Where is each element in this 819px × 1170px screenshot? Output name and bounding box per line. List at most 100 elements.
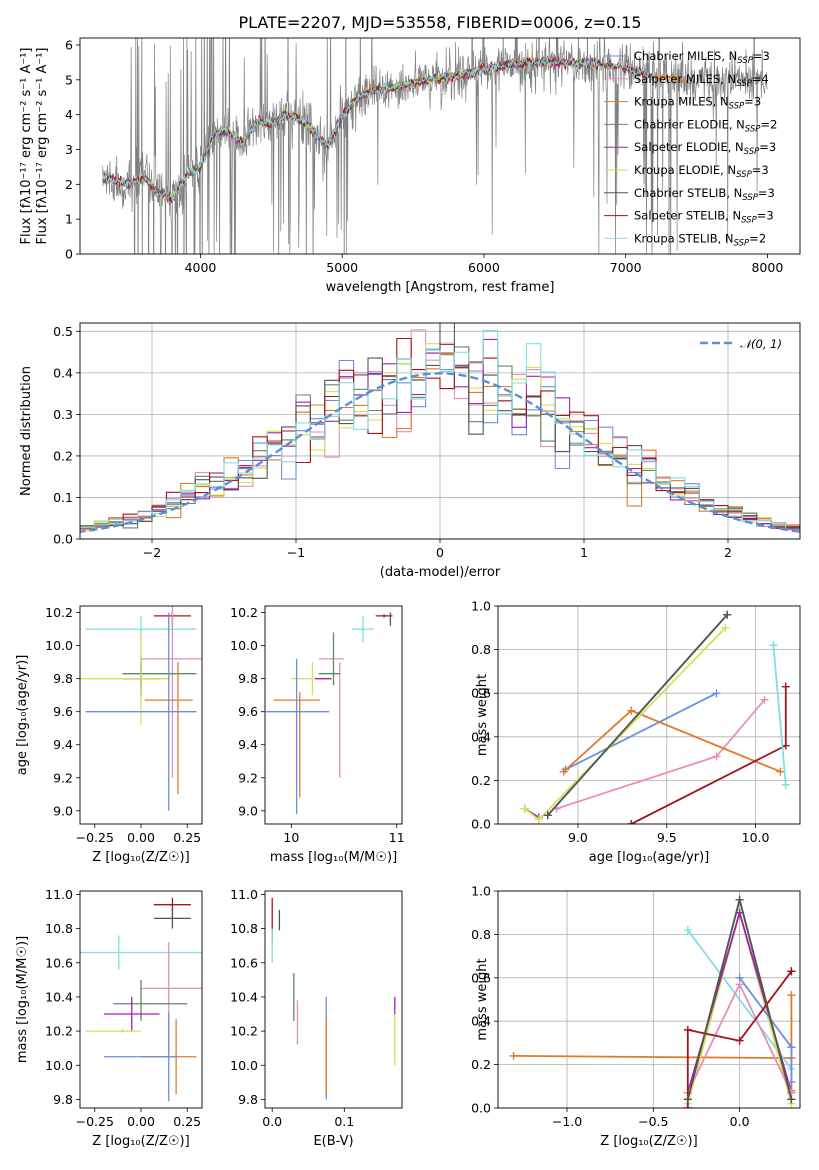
y-tick-label: 9.8 (238, 671, 258, 686)
y-tick-label: 0.3 (53, 407, 73, 422)
plot-frame (79, 605, 203, 825)
y-tick-label: 0.0 (471, 1101, 491, 1116)
legend-label-eq: = (753, 49, 763, 63)
y-tick-label: 10.8 (230, 921, 258, 936)
y-tick-label: 10.0 (45, 1058, 73, 1073)
legend-label-eq: = (752, 72, 762, 86)
legend-label: Kroupa ELODIE, NSSP=3 (634, 163, 769, 180)
legend-label-sub: SSP (745, 124, 761, 134)
x-tick-label: 6000 (468, 260, 500, 275)
legend-label-main: Salpeter STELIB, N (634, 209, 741, 223)
weight-marker (781, 780, 790, 789)
y-tick-label: 10.2 (230, 605, 258, 620)
plot-frame (79, 322, 801, 540)
x-tick-label: 9.5 (657, 830, 677, 845)
plot-frame (497, 890, 801, 1109)
weight-marker (543, 811, 552, 820)
weight-line (565, 692, 717, 771)
y-tick-label: 9.8 (238, 1092, 258, 1107)
model-spectrum-line (102, 56, 654, 202)
y-tick-label: 1.0 (471, 884, 491, 899)
y-tick-label: 10.0 (230, 1058, 258, 1073)
marks (80, 606, 202, 811)
legend-label: Chabrier ELODIE, NSSP=2 (634, 117, 777, 134)
y-tick-label: 0.2 (53, 448, 73, 463)
legend: 𝒩(0, 1) (700, 337, 782, 351)
legend-label-nssp: 3 (754, 95, 761, 109)
y-tick-label: 10.6 (45, 955, 73, 970)
weight-line (772, 645, 787, 785)
y-tick-label: 10.2 (45, 605, 73, 620)
legend-label-nssp: 2 (770, 117, 777, 131)
mass-vs-extinction-panel: 9.8 10.0 10.2 10.4 10.6 10.8 11.0 0.0 0.1 E(B-V) (230, 887, 403, 1149)
x-tick-label: −0.25 (76, 1114, 114, 1129)
y-tick-label: 0.8 (471, 642, 491, 657)
legend-label-main: Salpeter ELODIE, N (634, 140, 744, 154)
y-tick-label: 9.6 (53, 704, 73, 719)
y-axis-label: age [log₁₀(age/yr)] (15, 655, 30, 776)
x-tick-label: 7000 (610, 260, 642, 275)
x-tick-label: 0.25 (173, 830, 201, 845)
y-tick-label: 9.2 (53, 770, 73, 785)
x-tick-label: 1 (580, 545, 588, 560)
y-tick-label: 0.0 (53, 532, 73, 547)
legend-label-nssp: 3 (761, 163, 768, 177)
legend-label-sub: SSP (736, 79, 752, 89)
legend-label-main: Kroupa MILES, N (634, 95, 729, 109)
x-tick-label: 11 (389, 830, 405, 845)
axes: 9.8 10.0 10.2 10.4 10.6 10.8 11.0 0.0 0.1 E(B-V) (230, 887, 354, 1149)
x-tick-label: 10.0 (742, 830, 770, 845)
weight-marker (735, 895, 744, 904)
data-point (121, 1029, 125, 1033)
weight-marker (520, 804, 529, 813)
legend-label-nssp: 3 (766, 209, 773, 223)
legend-label-eq: = (760, 117, 770, 131)
legend-label: Salpeter ELODIE, NSSP=3 (634, 140, 776, 157)
legend-label-sub: SSP (736, 170, 752, 180)
legend-label-sub: SSP (737, 56, 753, 66)
y-tick-label: 2 (65, 177, 73, 192)
y-tick-label: 3 (65, 142, 73, 157)
y-tick-label: 10.6 (230, 955, 258, 970)
x-tick-label: 4000 (185, 260, 217, 275)
legend-label-nssp: 3 (769, 140, 776, 154)
x-axis-label: Z [log₁₀(Z/Z☉)] (92, 1134, 189, 1149)
legend-label-eq: = (758, 186, 768, 200)
marks (80, 897, 202, 1102)
weight-marker (787, 1095, 796, 1104)
y-tick-label: 1 (65, 212, 73, 227)
marks (102, 38, 768, 254)
weight-marker (735, 980, 744, 989)
plot-frame (264, 605, 403, 825)
weight-line (686, 970, 793, 1108)
x-tick-label: −1 (287, 545, 305, 560)
y-tick-label: 0.5 (53, 324, 73, 339)
y-tick-label: 10.2 (230, 1024, 258, 1039)
y-tick-label: 0.1 (53, 490, 73, 505)
y-tick-label: 10.4 (45, 989, 73, 1004)
legend-label-sub: SSP (729, 102, 745, 112)
x-axis-label: mass [log₁₀(M/M☉)] (270, 850, 397, 865)
weight-marker (781, 682, 790, 691)
weight-line (513, 995, 793, 1091)
legend-label-nssp: 3 (763, 49, 770, 63)
plot-frame (497, 605, 801, 825)
x-tick-label: −0.5 (638, 1114, 668, 1129)
model-spectrum-line (102, 57, 655, 202)
weight-vs-metallicity-panel: 0.0 0.2 0.4 0.6 0.8 1.0 −1.0 −0.5 0.0 Z [log₁₀(Z/… (471, 884, 801, 1149)
y-tick-label: 9.8 (53, 671, 73, 686)
x-tick-label: −2 (143, 545, 161, 560)
legend-label: Kroupa STELIB, NSSP=2 (634, 231, 766, 248)
y-tick-label: 0.2 (471, 1057, 491, 1072)
weight-marker (627, 706, 636, 715)
x-tick-label: 9.0 (568, 830, 588, 845)
weight-marker (787, 967, 796, 976)
legend-label-nssp: 3 (768, 186, 775, 200)
y-tick-label: 10.8 (45, 921, 73, 936)
x-tick-label: 0.1 (334, 1114, 354, 1129)
weight-marker (509, 1051, 518, 1060)
legend-label: Chabrier STELIB, NSSP=3 (634, 186, 775, 203)
residual-histogram (80, 329, 800, 533)
legend-label: Chabrier MILES, NSSP=3 (634, 49, 770, 66)
